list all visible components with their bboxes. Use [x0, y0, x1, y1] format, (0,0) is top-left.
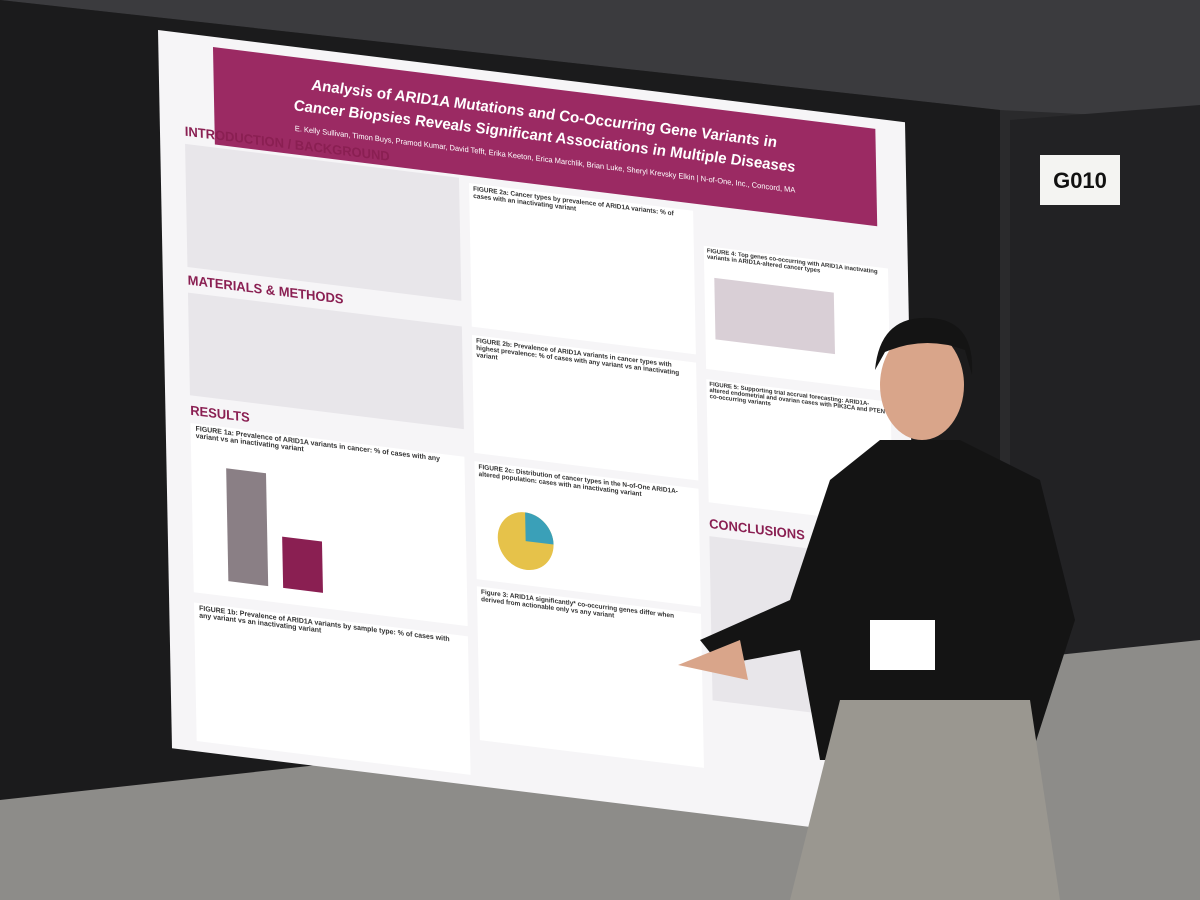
hand [678, 640, 748, 680]
text-block [187, 292, 464, 430]
figure-panel [194, 602, 471, 775]
bar [226, 468, 269, 587]
hair [875, 317, 973, 375]
panel-right [1010, 105, 1200, 660]
figure-panel [476, 586, 704, 768]
booth-sign [1040, 155, 1120, 205]
presenter [678, 317, 1075, 900]
face [880, 330, 964, 440]
pie-slice [525, 512, 554, 545]
badge [870, 620, 935, 670]
text-block [185, 143, 462, 301]
figure-panel [468, 183, 696, 355]
table-image [714, 277, 835, 355]
figure-panel [471, 334, 699, 481]
ceiling [0, 0, 1200, 120]
figure-panel [474, 461, 701, 607]
title-banner [212, 47, 878, 227]
poster: Analysis of ARID1A Mutations and Co-Occu… [158, 30, 919, 841]
section-heading: RESULTS [190, 403, 250, 426]
booth-label: G010 [1053, 168, 1107, 193]
bar [282, 536, 323, 593]
skirt [790, 700, 1060, 900]
jacket [700, 440, 1075, 760]
